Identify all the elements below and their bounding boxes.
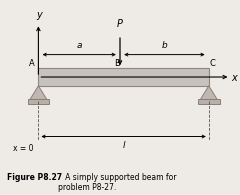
Text: C: C [210, 59, 216, 68]
Text: A simply supported beam for
problem P8-27.: A simply supported beam for problem P8-2… [58, 173, 176, 192]
Text: y: y [37, 10, 42, 20]
Text: b: b [162, 41, 167, 50]
Text: P: P [117, 19, 123, 29]
Text: B: B [114, 59, 120, 68]
FancyBboxPatch shape [28, 99, 49, 104]
Text: a: a [77, 41, 82, 50]
Text: x = 0: x = 0 [12, 144, 33, 153]
Text: x: x [232, 73, 237, 83]
Text: Figure P8.27: Figure P8.27 [7, 173, 62, 182]
Polygon shape [30, 86, 47, 99]
Text: A: A [29, 59, 35, 68]
Polygon shape [200, 86, 217, 99]
Text: l: l [122, 141, 125, 150]
FancyBboxPatch shape [38, 68, 209, 86]
FancyBboxPatch shape [198, 99, 220, 104]
